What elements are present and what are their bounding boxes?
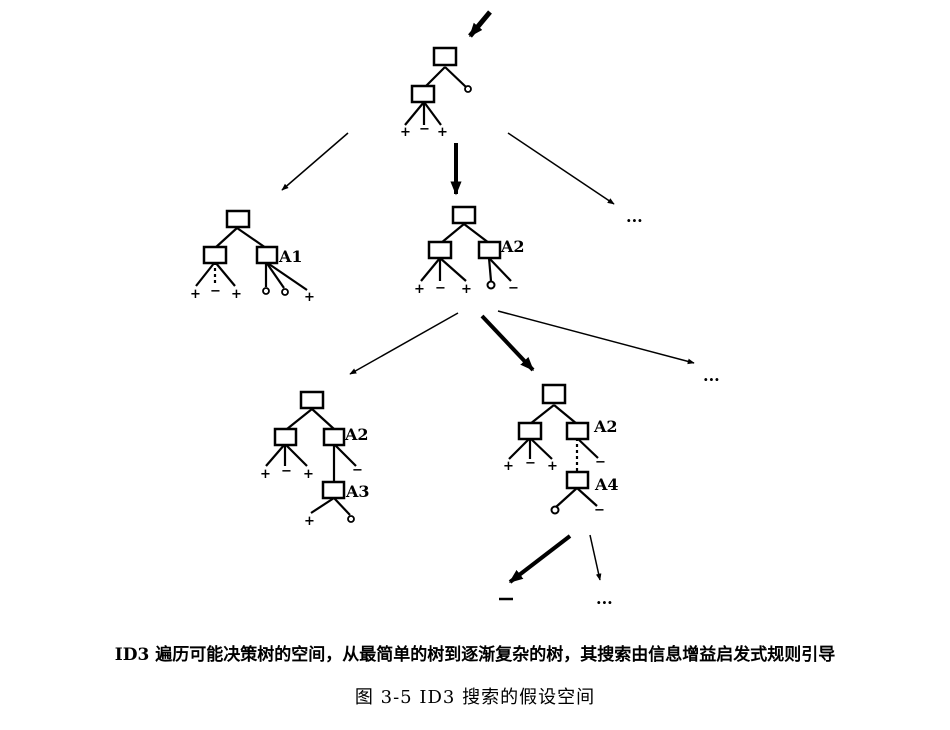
- leaf-plus: +: [437, 125, 448, 140]
- leaf-minus: −: [210, 284, 221, 299]
- leaf-minus: −: [281, 464, 292, 479]
- leaf-circle: [281, 288, 289, 296]
- tree-node-a2: [565, 421, 590, 441]
- leaf-plus: +: [503, 459, 514, 474]
- leaf-circle: [486, 280, 496, 290]
- leaf-circle: [550, 505, 560, 515]
- tree-node: [427, 240, 453, 260]
- arrow-level1-to-right: [497, 310, 695, 365]
- attribute-label-a2: A2: [344, 425, 369, 444]
- tree-node-a2: [322, 427, 346, 447]
- leaf-minus: −: [594, 503, 605, 518]
- tree-level2-chosen: A2 A4 + − + − −: [503, 383, 619, 518]
- tree-node: [273, 427, 298, 447]
- leaf-plus: +: [304, 290, 315, 305]
- root-node: [432, 46, 458, 67]
- arrow-root-to-right: [507, 132, 615, 205]
- leaf-plus: +: [304, 514, 315, 529]
- tree-node: [202, 245, 228, 265]
- leaf-minus: −: [435, 281, 446, 296]
- root-node: [451, 205, 477, 225]
- tree-level1-left: A1 + − + +: [190, 209, 315, 305]
- leaf-circle: [347, 515, 355, 523]
- leaf-plus: +: [231, 287, 242, 302]
- tree-node: [410, 84, 436, 104]
- tree-node-a4: [565, 470, 590, 490]
- arrow-level2-to-left: [508, 534, 572, 584]
- hypothesis-space-diagram: ... ... ... + − + A: [190, 10, 720, 608]
- leaf-plus: +: [547, 459, 558, 474]
- arrow-level1-to-left: [349, 312, 459, 375]
- leaf-circle: [262, 287, 270, 295]
- figure-description: ID3 遍历可能决策树的空间，从最简单的树到逐渐复杂的树，其搜索由信息增益启发式…: [114, 645, 836, 665]
- leaf-circle: [464, 85, 472, 93]
- leaf-minus: −: [352, 463, 363, 478]
- arrow-level1-to-chosen: [480, 314, 535, 372]
- tree-level1-chosen: A2 + − + −: [414, 205, 525, 297]
- attribute-label-a3: A3: [345, 482, 370, 501]
- tree-level2-left: A2 A3 + − + − +: [260, 390, 370, 529]
- tree-node-a2: [477, 240, 502, 260]
- tree-node: [517, 421, 543, 441]
- leaf-minus: −: [419, 122, 430, 137]
- ellipsis-root-right: ...: [626, 207, 643, 226]
- leaf-minus: −: [508, 281, 519, 296]
- figure-caption: 图 3-5 ID3 搜索的假设空间: [354, 687, 596, 708]
- tree-node-a1: [255, 245, 279, 265]
- attribute-label-a4: A4: [594, 475, 619, 494]
- leaf-plus: +: [400, 125, 411, 140]
- leaf-plus: +: [190, 287, 201, 302]
- ellipsis-level3-right: ...: [596, 589, 613, 608]
- attribute-label-a2: A2: [593, 417, 618, 436]
- root-node: [541, 383, 567, 405]
- leaf-minus: −: [595, 455, 606, 470]
- leaf-minus: −: [525, 456, 536, 471]
- root-node: [225, 209, 251, 229]
- leaf-plus: +: [461, 282, 472, 297]
- attribute-label-a1: A1: [278, 247, 303, 266]
- leaf-plus: +: [414, 282, 425, 297]
- root-node: [299, 390, 325, 410]
- leaf-plus: +: [303, 467, 314, 482]
- ellipsis-level1-right: ...: [703, 366, 720, 385]
- attribute-label-a2: A2: [500, 237, 525, 256]
- tree-node-a3: [321, 480, 346, 500]
- arrow-root-to-left: [281, 132, 349, 191]
- leaf-plus: +: [260, 467, 271, 482]
- tree-root: + − +: [400, 46, 472, 140]
- search-arrows: [281, 10, 695, 584]
- arrow-level2-to-right: [589, 534, 602, 581]
- entry-arrow: [468, 10, 492, 38]
